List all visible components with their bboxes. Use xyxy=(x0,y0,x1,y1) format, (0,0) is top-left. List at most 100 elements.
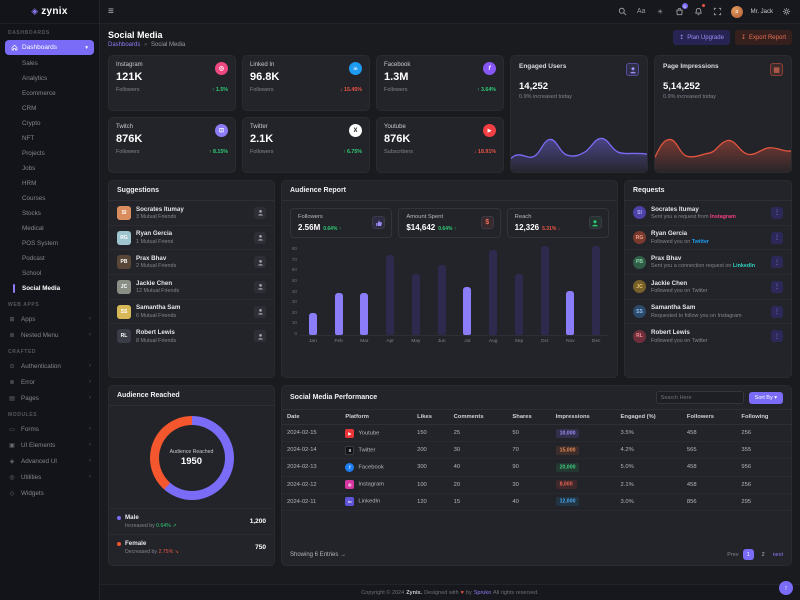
req-link-0[interactable]: Instagram xyxy=(710,214,736,221)
instagram-icon: ◎ xyxy=(215,62,228,75)
sidebar-item-widgets[interactable]: ◇ Widgets xyxy=(0,485,99,501)
youtube-icon: ▶ xyxy=(483,124,496,137)
sidebar-item-label: Nested Menu xyxy=(21,331,59,339)
sidebar-item-sales[interactable]: Sales xyxy=(22,60,38,67)
req-link-2[interactable]: LinkedIn xyxy=(732,263,755,270)
sidebar-item-stocks[interactable]: Stocks xyxy=(22,210,41,217)
sidebar-item-courses[interactable]: Courses xyxy=(22,195,46,202)
brand-logo[interactable]: ◈ zynix xyxy=(0,0,99,24)
page-impressions-note: 0.9% increased today xyxy=(663,94,716,100)
breadcrumb-parent[interactable]: Dashboards xyxy=(108,42,141,48)
sidebar-item-analytics[interactable]: Analytics xyxy=(22,75,48,82)
logo-diamond-icon: ◈ xyxy=(31,6,39,16)
bar-label: Sep xyxy=(514,339,524,344)
sidebar-item-pos-system[interactable]: POS System xyxy=(22,240,59,247)
request-menu-button[interactable]: ⋮ xyxy=(771,305,783,318)
gear-icon[interactable] xyxy=(781,6,792,17)
sidebar-item-nft[interactable]: NFT xyxy=(22,135,35,142)
stat-value: 2.1K xyxy=(250,133,274,145)
audience-reached-card: Audience Reached Audience Reached 1950 xyxy=(108,385,275,566)
request-menu-button[interactable]: ⋮ xyxy=(771,280,783,293)
request-menu-button[interactable]: ⋮ xyxy=(771,231,783,244)
sugg-avatar-1: RG xyxy=(117,230,131,245)
sidebar-item-social-media[interactable]: Social Media xyxy=(0,281,99,296)
person-name: Prax Bhav xyxy=(136,254,167,262)
avatar[interactable]: J xyxy=(730,5,743,18)
request-menu-button[interactable]: ⋮ xyxy=(771,330,783,343)
sidebar-section-crafted: CRAFTED xyxy=(8,349,37,355)
request-menu-button[interactable]: ⋮ xyxy=(771,256,783,269)
fullscreen-icon[interactable] xyxy=(712,6,723,17)
scroll-to-top-button[interactable]: ↑ xyxy=(779,581,793,595)
sidebar-item-jobs[interactable]: Jobs xyxy=(22,165,36,172)
pagination-page-2[interactable]: 2 xyxy=(761,551,765,558)
sidebar-item-nested-menu[interactable]: ≣ Nested Menu › xyxy=(0,327,99,343)
impressions-badge: 8,000 xyxy=(555,480,577,490)
sidebar-item-apps[interactable]: ⊞ Apps › xyxy=(0,311,99,327)
translate-icon[interactable]: Aa xyxy=(636,8,646,15)
sidebar-item-authentication[interactable]: ⊙ Authentication › xyxy=(0,358,99,374)
followers-stat: Followers 2.56M 0.64% ↑ xyxy=(290,208,393,238)
stat-grid: Instagram ◎ 121K Followers ↑ 1.5% Linked… xyxy=(108,55,504,173)
search-input[interactable] xyxy=(655,391,744,404)
table-row: 2024-02-15 ▶ Youtube 150 25 50 10,000 3.5… xyxy=(282,424,791,443)
pagination-page-1[interactable]: 1 xyxy=(742,549,754,560)
add-friend-button[interactable] xyxy=(254,305,266,318)
hamburger-menu-icon[interactable]: ≡ xyxy=(108,6,114,17)
sidebar-item-dashboards[interactable]: Dashboards ▾ xyxy=(5,40,94,55)
sidebar-item-ui-elements[interactable]: ▣ UI Elements › xyxy=(0,437,99,453)
request-menu-button[interactable]: ⋮ xyxy=(771,206,783,219)
sidebar-item-error[interactable]: ⊗ Error › xyxy=(0,374,99,390)
stat-card-twitter: Twitter X 2.1K Followers ↑ 6.75% xyxy=(242,117,370,173)
req-link-1[interactable]: Twitter xyxy=(691,238,710,245)
plan-upgrade-button[interactable]: ↥ Plan Upgrade xyxy=(673,30,730,45)
stat-label: Followers xyxy=(250,87,274,93)
linkedin-icon: in xyxy=(349,62,362,75)
add-friend-button[interactable] xyxy=(254,280,266,293)
list-item: RG Ryan Gercia 1 Mutual Friend xyxy=(109,226,274,251)
add-friend-button[interactable] xyxy=(254,330,266,343)
pagination-prev[interactable]: Prev xyxy=(727,551,739,558)
suggestions-card: Suggestions SI Socrates Itumay 3 Mutual F… xyxy=(108,180,275,378)
sidebar-item-school[interactable]: School xyxy=(22,270,42,277)
sidebar-item-projects[interactable]: Projects xyxy=(22,150,45,157)
notifications-bell-icon[interactable] xyxy=(693,4,705,17)
sidebar-item-ecommerce[interactable]: Ecommerce xyxy=(22,90,56,97)
engaged-users-note: 0.9% increased today xyxy=(519,94,572,100)
sidebar-item-crypto[interactable]: Crypto xyxy=(22,120,41,127)
sidebar-item-advanced-ui[interactable]: ◈ Advanced UI › xyxy=(0,453,99,469)
add-friend-button[interactable] xyxy=(254,231,266,244)
sidebar-item-pages[interactable]: ▤ Pages › xyxy=(0,390,99,406)
stat-platform: Instagram xyxy=(116,62,143,68)
bar-label: Oct xyxy=(540,339,549,344)
ui-elements-icon: ▣ xyxy=(9,442,15,449)
dollar-icon: $ xyxy=(480,216,494,229)
sidebar-item-crm[interactable]: CRM xyxy=(22,105,37,112)
list-item: RL Robert Lewis 8 Mutual Friends xyxy=(109,324,274,348)
sidebar-item-medical[interactable]: Medical xyxy=(22,225,44,232)
reach-stat: Reach 12,326 5.31% ↓ xyxy=(506,208,609,238)
sort-by-button[interactable]: Sort By ▾ xyxy=(748,391,783,404)
home-icon xyxy=(11,44,18,51)
stat-delta: ↑ 1.5% xyxy=(211,87,228,93)
arrow-right-icon[interactable]: → xyxy=(340,551,347,558)
export-report-button[interactable]: ↧ Export Report xyxy=(734,30,792,45)
sidebar-item-hrm[interactable]: HRM xyxy=(22,180,37,187)
designer-link[interactable]: Spruko xyxy=(473,589,492,596)
pagination-next[interactable]: next xyxy=(772,551,783,558)
sugg-avatar-3: JC xyxy=(117,279,131,294)
cart-icon[interactable]: 5 xyxy=(674,3,688,17)
amount-spent-stat: Amount Spent $14,642 0.64% ↑ $ xyxy=(398,208,501,238)
sidebar-item-utilities[interactable]: ◎ Utilities › xyxy=(0,469,99,485)
main: ≡ Aa ☀ 5 J Mr. Jack xyxy=(100,0,800,600)
theme-toggle-icon[interactable]: ☀ xyxy=(657,8,664,16)
search-icon[interactable] xyxy=(617,6,628,17)
youtube-icon: ▶ xyxy=(345,428,355,438)
add-friend-button[interactable] xyxy=(254,206,266,219)
chevron-right-icon: › xyxy=(89,316,91,322)
add-friend-button[interactable] xyxy=(254,256,266,269)
sugg-avatar-2: PB xyxy=(117,255,131,270)
thumbs-up-icon xyxy=(372,216,386,229)
sidebar-item-forms[interactable]: ▭ Forms › xyxy=(0,421,99,437)
sidebar-item-podcast[interactable]: Podcast xyxy=(22,255,45,262)
